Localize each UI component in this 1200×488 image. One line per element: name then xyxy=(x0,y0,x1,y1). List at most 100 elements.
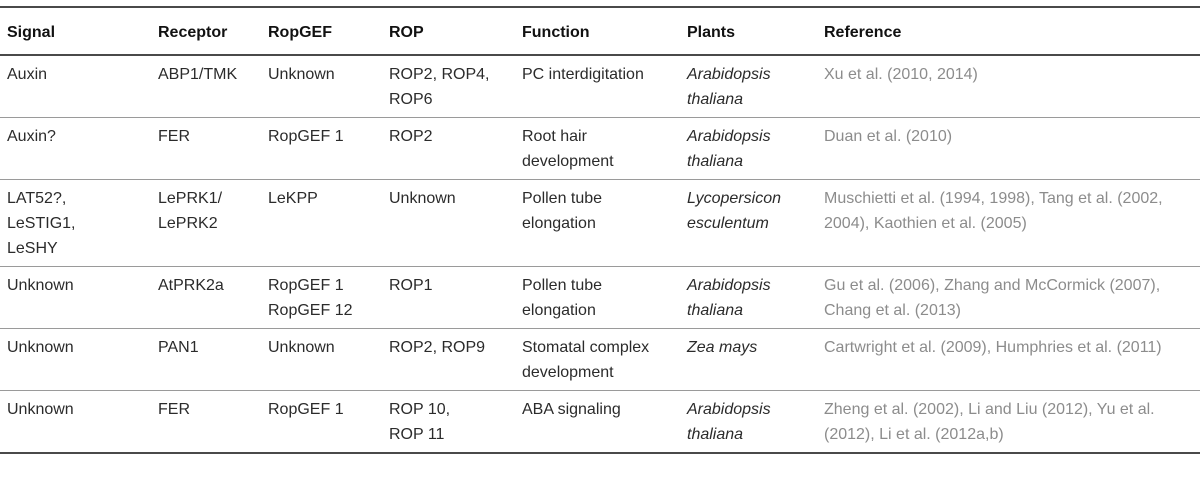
receptor-text: LePRK2 xyxy=(158,215,218,232)
cell-signal: Unknown xyxy=(0,391,151,454)
cell-function: Root hair development xyxy=(515,118,680,180)
function-text: elongation xyxy=(522,302,596,319)
rop-text: Unknown xyxy=(389,190,456,207)
receptor-text: FER xyxy=(158,401,190,418)
header-plants: Plants xyxy=(687,23,736,41)
table-row: Auxin ABP1/TMK Unknown ROP2, ROP4, ROP6 PC in… xyxy=(0,55,1200,118)
cell-function: Pollen tube elongation xyxy=(515,267,680,329)
ropgef-text: Unknown xyxy=(268,66,335,83)
table-row: Unknown AtPRK2a RopGEF 1 RopGEF 12 ROP1 Polle… xyxy=(0,267,1200,329)
reference-text: Muschietti et al. (1994, 1998), Tang et … xyxy=(824,190,1163,207)
plants-text: Arabidopsis xyxy=(687,401,771,418)
cell-rop: ROP2, ROP9 xyxy=(382,329,515,391)
cell-ropgef: Unknown xyxy=(261,55,382,118)
reference-text: Zheng et al. (2002), Li and Liu (2012), … xyxy=(824,401,1155,418)
cell-plants: Lycopersicon esculentum xyxy=(680,180,817,267)
header-ropgef: RopGEF xyxy=(268,23,332,41)
function-text: Root hair xyxy=(522,128,587,145)
rop-text: ROP 11 xyxy=(389,426,445,443)
ropgef-text: RopGEF 12 xyxy=(268,302,353,319)
cell-reference: Muschietti et al. (1994, 1998), Tang et … xyxy=(817,180,1200,267)
function-text: development xyxy=(522,364,614,381)
header-receptor: Receptor xyxy=(158,23,228,41)
cell-receptor: FER xyxy=(151,391,261,454)
rop-text: ROP2, ROP9 xyxy=(389,339,486,356)
receptor-text: PAN1 xyxy=(158,339,199,356)
ropgef-text: Unknown xyxy=(268,339,335,356)
plants-text: esculentum xyxy=(687,215,769,232)
ropgef-text: RopGEF 1 xyxy=(268,128,344,145)
reference-text: Xu et al. (2010, 2014) xyxy=(824,66,978,83)
reference-text: Chang et al. (2013) xyxy=(824,302,961,319)
reference-text: 2004), Kaothien et al. (2005) xyxy=(824,215,1027,232)
header-signal: Signal xyxy=(7,23,56,41)
cell-reference: Xu et al. (2010, 2014) xyxy=(817,55,1200,118)
table-row: LAT52?, LeSTIG1, LeSHY LePRK1/LePRK2 LeKPP Un… xyxy=(0,180,1200,267)
ropgef-text: RopGEF 1 xyxy=(268,277,344,294)
cell-signal: Auxin xyxy=(0,55,151,118)
cell-rop: ROP1 xyxy=(382,267,515,329)
cell-receptor: AtPRK2a xyxy=(151,267,261,329)
plants-text: thaliana xyxy=(687,91,744,108)
cell-ropgef: Unknown xyxy=(261,329,382,391)
cell-signal: Auxin? xyxy=(0,118,151,180)
header-function: Function xyxy=(522,23,590,41)
ropgef-text: RopGEF 1 xyxy=(268,401,344,418)
signaling-table-container: Signal Receptor RopGEF ROP Function Plan… xyxy=(0,6,1200,454)
cell-plants: Arabidopsis thaliana xyxy=(680,118,817,180)
cell-ropgef: RopGEF 1 RopGEF 12 xyxy=(261,267,382,329)
cell-signal: LAT52?, LeSTIG1, LeSHY xyxy=(0,180,151,267)
table-row: Unknown PAN1 Unknown ROP2, ROP9 Stomatal com… xyxy=(0,329,1200,391)
signal-text: Unknown xyxy=(7,339,74,356)
function-text: ABA signaling xyxy=(522,401,621,418)
cell-signal: Unknown xyxy=(0,267,151,329)
cell-receptor: LePRK1/LePRK2 xyxy=(151,180,261,267)
plants-text: Zea mays xyxy=(687,339,758,356)
cell-function: ABA signaling xyxy=(515,391,680,454)
reference-text: Gu et al. (2006), Zhang and McCormick (2… xyxy=(824,277,1161,294)
cell-rop: Unknown xyxy=(382,180,515,267)
cell-receptor: ABP1/TMK xyxy=(151,55,261,118)
header-reference: Reference xyxy=(824,23,902,41)
cell-signal: Unknown xyxy=(0,329,151,391)
cell-ropgef: RopGEF 1 xyxy=(261,118,382,180)
function-text: elongation xyxy=(522,215,596,232)
cell-reference: Zheng et al. (2002), Li and Liu (2012), … xyxy=(817,391,1200,454)
cell-rop: ROP2, ROP4, ROP6 xyxy=(382,55,515,118)
plants-text: thaliana xyxy=(687,426,744,443)
table-row: Unknown FER RopGEF 1 ROP 10, ROP 11 ABA signa… xyxy=(0,391,1200,454)
signal-text: Auxin? xyxy=(7,128,56,145)
cell-receptor: PAN1 xyxy=(151,329,261,391)
rop-text: ROP6 xyxy=(389,91,433,108)
reference-text: Duan et al. (2010) xyxy=(824,128,953,145)
cell-function: Stomatal complex development xyxy=(515,329,680,391)
cell-plants: Arabidopsis thaliana xyxy=(680,391,817,454)
cell-ropgef: LeKPP xyxy=(261,180,382,267)
rop-text: ROP2 xyxy=(389,128,433,145)
receptor-text: AtPRK2a xyxy=(158,277,224,294)
signal-text: LeSTIG1, xyxy=(7,215,76,232)
receptor-text: LePRK1/ xyxy=(158,190,223,207)
rop-text: ROP2, ROP4, xyxy=(389,66,490,83)
cell-rop: ROP 10, ROP 11 xyxy=(382,391,515,454)
function-text: development xyxy=(522,153,614,170)
cell-rop: ROP2 xyxy=(382,118,515,180)
function-text: Stomatal complex xyxy=(522,339,650,356)
rop-text: ROP 10, xyxy=(389,401,451,418)
signal-text: LAT52?, xyxy=(7,190,67,207)
header-rop: ROP xyxy=(389,23,424,41)
table-row: Auxin? FER RopGEF 1 ROP2 Root hair developmen… xyxy=(0,118,1200,180)
plants-text: Lycopersicon xyxy=(687,190,781,207)
plants-text: Arabidopsis xyxy=(687,128,771,145)
signal-text: Auxin xyxy=(7,66,48,83)
function-text: Pollen tube xyxy=(522,277,603,294)
cell-plants: Arabidopsis thaliana xyxy=(680,267,817,329)
function-text: Pollen tube xyxy=(522,190,603,207)
plants-text: Arabidopsis xyxy=(687,277,771,294)
cell-reference: Duan et al. (2010) xyxy=(817,118,1200,180)
signaling-table: Signal Receptor RopGEF ROP Function Plan… xyxy=(0,6,1200,454)
rop-text: ROP1 xyxy=(389,277,433,294)
plants-text: Arabidopsis xyxy=(687,66,771,83)
cell-ropgef: RopGEF 1 xyxy=(261,391,382,454)
ropgef-text: LeKPP xyxy=(268,190,318,207)
